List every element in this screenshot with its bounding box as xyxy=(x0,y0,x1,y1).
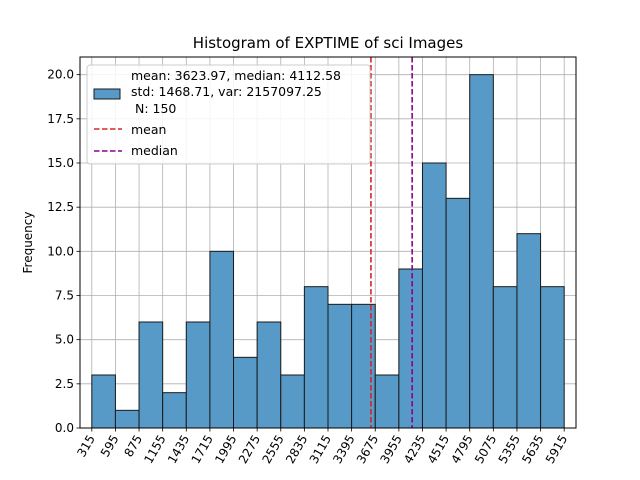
y-axis: 0.0 2.5 5.0 7.5 10.0 12.5 15.0 17.5 20.0 xyxy=(47,68,80,435)
y-tick-label: 7.5 xyxy=(55,289,74,303)
stat-lines xyxy=(370,57,413,428)
y-tick-label: 0.0 xyxy=(55,421,74,435)
histogram-bar xyxy=(492,286,518,429)
histogram-bar xyxy=(540,286,565,429)
legend: mean: 3623.97, median: 4112.58 std: 1468… xyxy=(86,64,371,165)
legend-stats-line-2: std: 1468.71, var: 2157097.25 xyxy=(131,84,322,99)
legend-mean-label: mean xyxy=(131,122,166,137)
histogram-bar xyxy=(398,268,423,429)
legend-histogram-swatch xyxy=(93,88,121,100)
histogram-bar xyxy=(445,197,471,429)
legend-box xyxy=(86,64,371,165)
histogram-bar xyxy=(374,374,400,429)
y-axis-label: Frequency xyxy=(21,212,35,274)
legend-stats-line-1: mean: 3623.97, median: 4112.58 xyxy=(131,68,341,83)
histogram-bar xyxy=(209,250,235,429)
histogram-bar xyxy=(233,356,258,429)
histogram-bar xyxy=(280,374,305,429)
histogram-bar xyxy=(469,74,494,429)
y-tick-label: 2.5 xyxy=(55,377,74,391)
histogram-bar xyxy=(162,392,187,429)
y-tick-label: 17.5 xyxy=(47,112,74,126)
histogram-bar xyxy=(303,286,329,429)
histogram-bar xyxy=(256,321,282,429)
histogram-bar xyxy=(421,162,447,429)
histogram-bars xyxy=(91,74,565,429)
histogram-bar xyxy=(516,233,542,429)
y-tick-label: 10.0 xyxy=(47,244,74,258)
histogram-bar xyxy=(114,409,140,429)
y-tick-label: 5.0 xyxy=(55,333,74,347)
histogram-bar xyxy=(185,321,211,429)
histogram-bar xyxy=(327,303,353,429)
y-tick-label: 15.0 xyxy=(47,156,74,170)
legend-median-label: median xyxy=(131,143,178,158)
chart-title: Histogram of EXPTIME of sci Images xyxy=(193,34,464,52)
legend-stats-line-3: N: 150 xyxy=(131,101,176,116)
histogram-bar xyxy=(91,374,116,429)
histogram-bar xyxy=(138,321,164,429)
y-tick-label: 12.5 xyxy=(47,200,74,214)
y-tick-label: 20.0 xyxy=(47,68,74,82)
